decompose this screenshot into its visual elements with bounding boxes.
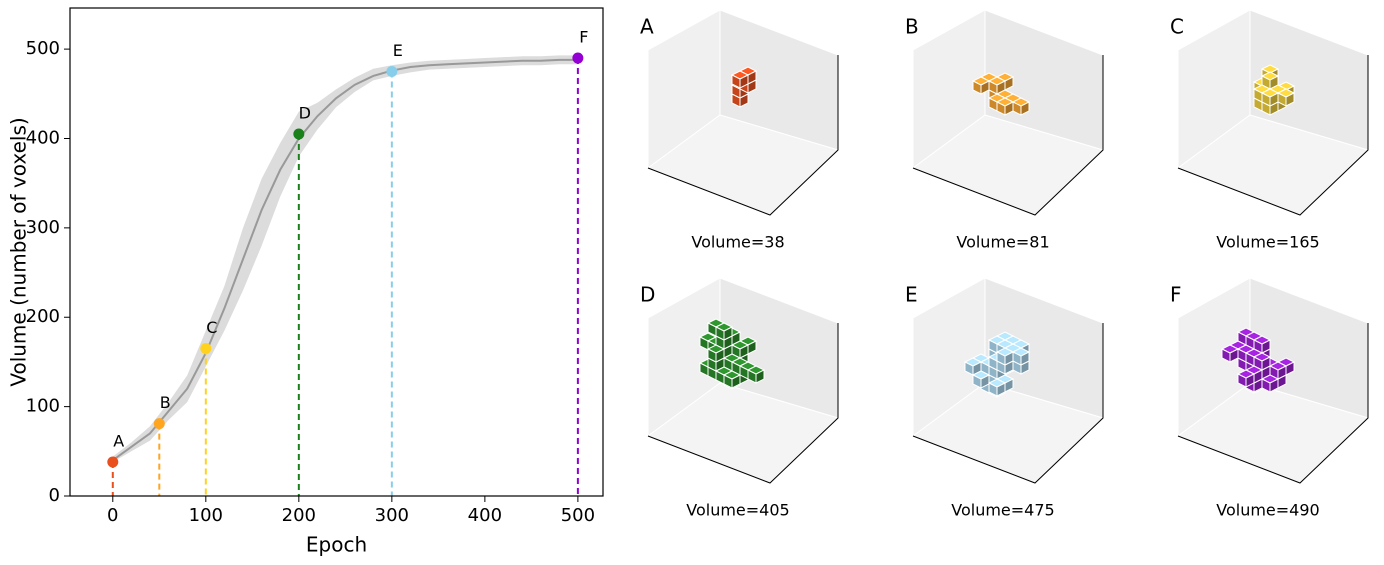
- x-axis-label: Epoch: [306, 533, 367, 557]
- panel-letter: B: [905, 15, 919, 39]
- point-label: D: [299, 104, 311, 123]
- x-tick-label: 100: [189, 505, 223, 526]
- x-tick-label: 200: [282, 505, 316, 526]
- point: [154, 418, 165, 429]
- panel-caption: Volume=490: [1216, 501, 1319, 520]
- panel-caption: Volume=165: [1216, 233, 1319, 252]
- x-tick-label: 400: [468, 505, 502, 526]
- panel-letter: A: [640, 15, 654, 39]
- x-tick-label: 500: [561, 505, 595, 526]
- y-tick-label: 0: [49, 485, 60, 506]
- point-label: B: [160, 393, 171, 412]
- panel-letter: D: [640, 283, 655, 307]
- y-tick-label: 300: [26, 217, 60, 238]
- band: [113, 55, 578, 462]
- panel-caption: Volume=405: [686, 501, 789, 520]
- panel-caption: Volume=475: [951, 501, 1054, 520]
- point: [572, 53, 583, 64]
- point: [386, 66, 397, 77]
- point: [107, 457, 118, 468]
- point-label: C: [206, 318, 217, 337]
- y-axis-label: Volume (number of voxels): [7, 117, 31, 386]
- panel-letter: C: [1170, 15, 1184, 39]
- axes-frame: [70, 8, 603, 496]
- voxel-panel: B Volume=81: [905, 10, 1103, 252]
- figure: A B C D E F 0 100 200 300 400 500 0 100 200 300 400 500 Ep…: [0, 0, 1384, 561]
- voxel-panel: E Volume=475: [905, 278, 1103, 520]
- point-label: A: [113, 432, 124, 451]
- point-label: F: [579, 28, 588, 47]
- x-tick-label: 300: [375, 505, 409, 526]
- point: [200, 343, 211, 354]
- y-tick-label: 400: [26, 127, 60, 148]
- panel-letter: E: [905, 283, 918, 307]
- voxel-panel: C Volume=165: [1170, 10, 1368, 252]
- panel-caption: Volume=81: [956, 233, 1049, 252]
- voxel-panel: D Volume=405: [640, 278, 838, 520]
- voxel-panel: F Volume=490: [1170, 278, 1368, 520]
- y-tick-label: 500: [26, 38, 60, 59]
- y-tick-label: 200: [26, 306, 60, 327]
- y-tick-label: 100: [26, 396, 60, 417]
- voxel-panel: A Volume=38: [640, 10, 838, 252]
- point-label: E: [393, 41, 403, 60]
- point: [293, 129, 304, 140]
- panel-letter: F: [1170, 283, 1182, 307]
- panel-caption: Volume=38: [691, 233, 784, 252]
- x-tick-label: 0: [107, 505, 118, 526]
